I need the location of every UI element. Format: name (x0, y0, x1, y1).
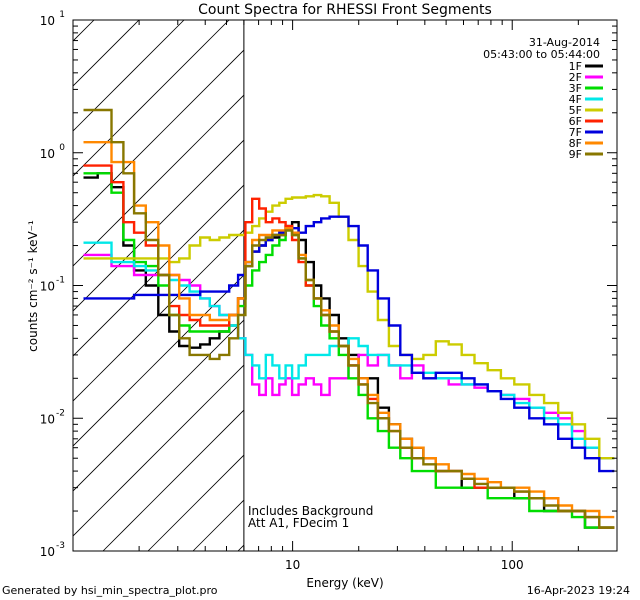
legend-label-7F: 7F (569, 126, 582, 139)
annotation-line-1: Includes Background (248, 504, 373, 518)
legend-date: 31-Aug-2014 (529, 36, 600, 49)
series-line-7F (83, 215, 615, 473)
y-tick-exponent: -1 (56, 276, 65, 286)
hatch-line (73, 229, 244, 402)
legend-label-8F: 8F (569, 137, 582, 150)
y-tick-exponent: 1 (59, 10, 65, 20)
series-group (83, 108, 615, 529)
chart-title: Count Spectra for RHESSI Front Segments (198, 2, 492, 18)
plot-timestamp: 16-Apr-2023 19:24 (526, 584, 630, 597)
legend: 31-Aug-2014 05:43:00 to 05:44:00 1F2F3F4… (483, 36, 603, 161)
hatch-line (73, 94, 244, 267)
hatch-line (73, 20, 140, 87)
annotation-line-2: Att A1, FDecim 1 (248, 516, 349, 530)
series-line-9F (83, 108, 615, 529)
y-tick-base: 10 (40, 147, 55, 161)
hatch-line (73, 364, 244, 537)
series-line-4F (83, 241, 615, 460)
annotation: Includes Background Att A1, FDecim 1 (248, 504, 373, 530)
generated-by-text: Generated by hsi_min_spectra_plot.pro (2, 584, 218, 597)
y-tick-label: 10 (40, 280, 55, 294)
legend-time-range: 05:43:00 to 05:44:00 (483, 48, 600, 61)
legend-label-5F: 5F (569, 104, 582, 117)
hatch-line (73, 184, 244, 357)
legend-label-3F: 3F (569, 82, 582, 95)
legend-label-1F: 1F (569, 60, 582, 73)
hatch-line (102, 409, 244, 551)
hatched-region (73, 20, 244, 551)
x-axis-label: Energy (keV) (306, 576, 383, 590)
y-tick-base: 10 (40, 14, 55, 28)
hatch-line (73, 20, 185, 132)
y-tick-base: 10 (40, 412, 55, 426)
y-tick-label: 10 (40, 14, 55, 28)
y-tick-base: 10 (40, 545, 55, 559)
legend-label-2F: 2F (569, 71, 582, 84)
y-tick-exponent: 0 (59, 143, 65, 153)
legend-label-4F: 4F (569, 93, 582, 106)
y-tick-label: 10 (40, 147, 55, 161)
y-axis-label: counts cm⁻² s⁻¹ keV⁻¹ (26, 220, 40, 352)
legend-label-6F: 6F (569, 115, 582, 128)
x-tick-label: 100 (501, 558, 524, 572)
series-line-5F (83, 193, 615, 460)
hatch-line (73, 20, 230, 177)
hatch-line (73, 319, 244, 492)
y-tick-exponent: -2 (56, 408, 65, 418)
legend-label-9F: 9F (569, 148, 582, 161)
hatch-line (73, 49, 244, 222)
y-tick-exponent: -3 (56, 541, 65, 551)
y-tick-label: 10 (40, 545, 55, 559)
x-tick-label: 10 (285, 558, 300, 572)
y-tick-label: 10 (40, 412, 55, 426)
y-tick-base: 10 (40, 280, 55, 294)
